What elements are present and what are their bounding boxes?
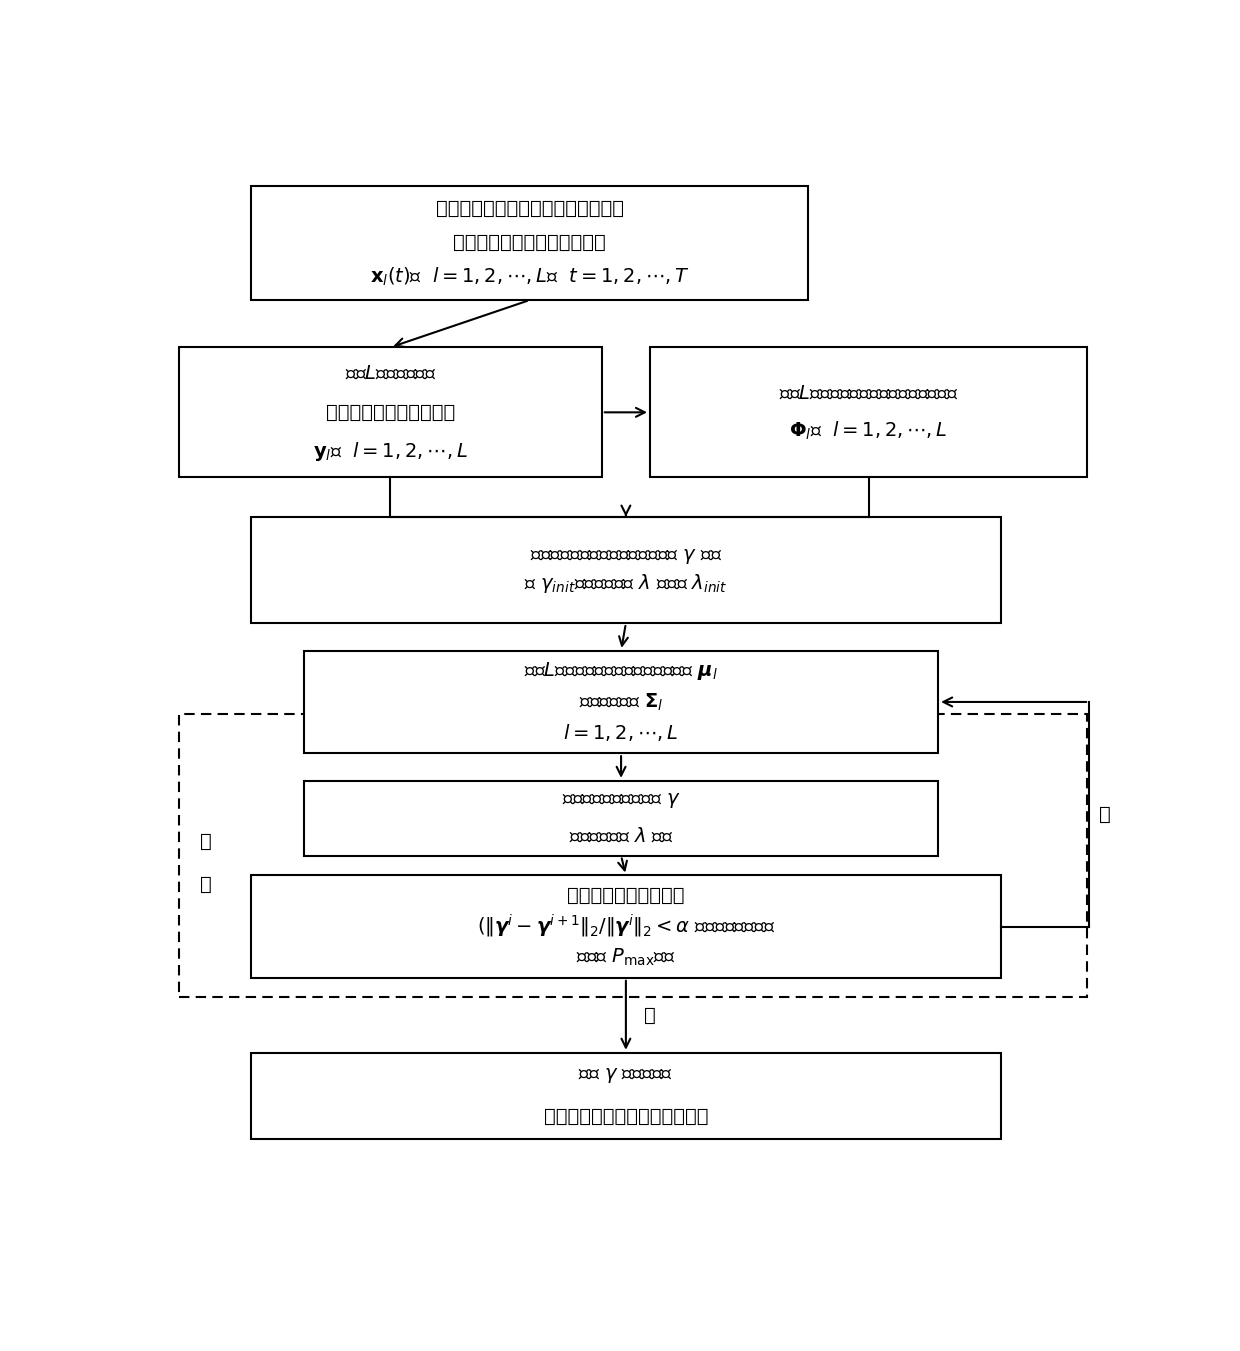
Text: 更新联合稀疏表示向量 $\gamma$: 更新联合稀疏表示向量 $\gamma$ (562, 790, 681, 809)
Text: 与协方差矩阵 $\boldsymbol{\Sigma}_l$: 与协方差矩阵 $\boldsymbol{\Sigma}_l$ (579, 692, 663, 712)
Text: $l=1,2,\cdots,L$: $l=1,2,\cdots,L$ (563, 723, 678, 743)
Text: $(\|\boldsymbol{\gamma}^i-\boldsymbol{\gamma}^{i+1}\|_2/\|\boldsymbol{\gamma}^i\: $(\|\boldsymbol{\gamma}^i-\boldsymbol{\g… (477, 913, 775, 940)
Text: 对非均匀阵列各传感器接收通道数据: 对非均匀阵列各传感器接收通道数据 (435, 199, 624, 218)
Text: 计算$L$个窄频带上的: 计算$L$个窄频带上的 (345, 363, 436, 382)
Text: 输出宽带信号波达方向估计结果: 输出宽带信号波达方向估计结果 (543, 1108, 708, 1127)
Text: $\mathbf{x}_l(t)$，  $l=1,2,\cdots,L$；  $t=1,2,\cdots,T$: $\mathbf{x}_l(t)$， $l=1,2,\cdots,L$； $t=… (370, 266, 689, 288)
Bar (304, 781, 939, 855)
Bar (304, 651, 939, 753)
Text: 迭: 迭 (200, 832, 212, 851)
Text: 作滑窗快速傅里叶变换，求得: 作滑窗快速傅里叶变换，求得 (454, 234, 606, 253)
Text: 代: 代 (200, 875, 212, 894)
Text: 代次数 $P_{\max}$）？: 代次数 $P_{\max}$）？ (575, 947, 676, 967)
Text: 否: 否 (1099, 805, 1111, 824)
Text: 计算迭代程序中联合稀疏表示向量 $\gamma$ 的初: 计算迭代程序中联合稀疏表示向量 $\gamma$ 的初 (529, 547, 722, 566)
Bar (250, 516, 1001, 623)
Text: 更新$L$个窄频带上的隐变量向量的均値 $\boldsymbol{\mu}_l$: 更新$L$个窄频带上的隐变量向量的均値 $\boldsymbol{\mu}_l$ (525, 661, 718, 682)
Bar (250, 875, 1001, 978)
Text: 与正则化参数 $\lambda$ 的値: 与正则化参数 $\lambda$ 的値 (569, 827, 673, 846)
Bar (650, 347, 1087, 477)
Text: $\mathbf{y}_l$，  $l=1,2,\cdots,L$: $\mathbf{y}_l$， $l=1,2,\cdots,L$ (312, 440, 467, 463)
Text: 値 $\gamma_{init}$和正则化参数 $\lambda$ 的初値 $\lambda_{init}$: 値 $\gamma_{init}$和正则化参数 $\lambda$ 的初値 $\… (525, 573, 728, 596)
Bar (250, 1052, 1001, 1139)
Text: 是否满足迭代终止条件: 是否满足迭代终止条件 (567, 886, 684, 905)
Text: 实值加权样本协方差矢量: 实值加权样本协方差矢量 (326, 403, 455, 422)
Text: 根据 $\gamma$ 的峰値位置: 根据 $\gamma$ 的峰値位置 (578, 1066, 673, 1085)
Bar (179, 347, 601, 477)
Bar (179, 713, 1087, 997)
Text: $\mathbf{\Phi}_l$，  $l=1,2,\cdots,L$: $\mathbf{\Phi}_l$， $l=1,2,\cdots,L$ (789, 420, 947, 442)
Text: 构造$L$个窄频带上的过完备阵列流型矩阵: 构造$L$个窄频带上的过完备阵列流型矩阵 (779, 384, 959, 403)
Text: 是: 是 (644, 1005, 656, 1024)
Bar (250, 185, 808, 300)
